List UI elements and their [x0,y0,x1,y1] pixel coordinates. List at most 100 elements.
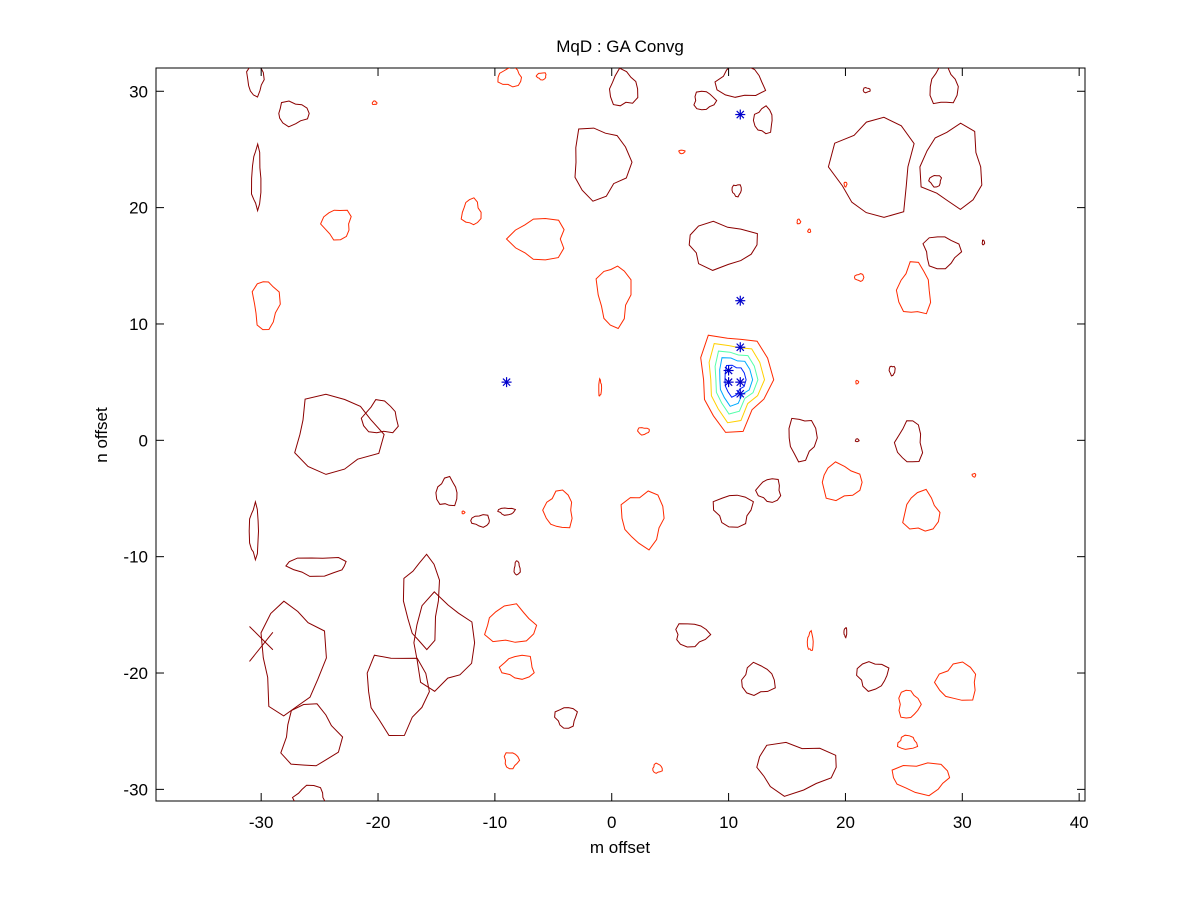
contour-line [755,478,782,503]
x-tick-label: 10 [719,813,738,832]
data-point-marker [735,388,746,399]
y-tick-label: 10 [129,315,148,334]
data-point-marker [501,377,512,388]
contour-lines [246,68,986,801]
contour-line [484,603,538,643]
contour-line [497,68,523,88]
data-point-marker [735,295,746,306]
contour-line [675,623,712,648]
x-tick-label: 40 [1070,813,1089,832]
contour-line [853,273,865,282]
x-axis-label: m offset [590,838,650,857]
contour-line [278,100,310,128]
peak-contour-line [714,350,759,415]
contour-line [893,420,924,463]
chart-title: MqD : GA Convg [556,37,684,56]
contour-line [320,209,352,241]
contour-line [688,220,758,271]
contour-line [678,149,686,155]
contour-line [294,393,385,475]
contour-line [285,556,347,577]
contour-line [371,100,378,106]
data-point-marker [723,377,734,388]
contour-line [856,661,890,692]
contour-line [888,365,896,377]
contour-line [249,631,274,662]
contour-line [503,752,521,770]
contour-line [756,741,837,797]
contour-line [933,661,977,701]
contour-line [891,762,951,797]
contour-line [898,689,922,719]
contour-line [250,142,262,213]
contour-line [741,661,776,697]
contour-line [896,734,919,750]
contour-line [542,489,573,529]
y-tick-label: 30 [129,82,148,101]
x-tick-label: -30 [249,813,274,832]
contour-line [435,475,458,507]
y-tick-label: -20 [123,664,148,683]
y-axis-label: n offset [92,407,111,463]
contour-line [752,105,773,135]
contour-line [608,68,639,107]
contour-line [788,417,818,463]
contour-line [497,507,517,516]
contour-line [620,490,665,551]
y-tick-label: -30 [123,780,148,799]
contour-line [402,553,441,651]
x-tick-label: -20 [366,813,391,832]
contour-line [796,218,802,225]
contour-line [807,228,812,233]
y-tick-labels: -30 -20 -10 0 10 20 30 [123,82,148,799]
contour-line [246,68,265,98]
contour-line [714,68,767,98]
contour-line [554,707,578,729]
contour-line [919,122,983,211]
contour-line [862,86,871,94]
data-point-marker [723,365,734,376]
contour-line [260,600,327,717]
axes-box [155,67,1086,802]
contour-line [731,184,742,198]
contour-line [637,427,650,436]
contour-line [922,236,963,270]
contour-line [470,514,490,528]
y-tick-label: 20 [129,199,148,218]
contour-line [366,654,430,737]
contour-line [895,261,932,315]
contour-line [574,127,633,202]
contour-line [981,239,986,246]
contour-line [461,510,466,515]
contour-line [928,174,943,188]
contour-line [595,265,632,330]
data-point-marker [735,377,746,388]
x-tick-label: -10 [483,813,508,832]
contour-line [854,438,860,443]
data-point-marker [735,342,746,353]
scatter-markers [501,109,746,399]
contour-line [505,217,565,261]
contour-line [291,784,326,801]
contour-line [806,629,814,652]
peak-contour-line [719,357,754,407]
axis-ticks [156,68,1085,801]
contour-line [712,494,754,528]
contour-line [971,472,977,478]
peak-contour-line [708,343,766,424]
x-tick-labels: -30 -20 -10 0 10 20 30 40 [249,813,1089,832]
contour-line [843,627,848,639]
contour-line [535,72,547,81]
y-tick-label: -10 [123,548,148,567]
contour-line [249,626,274,651]
contour-line [652,762,663,774]
contour-line [360,399,399,434]
x-tick-label: 30 [953,813,972,832]
plot-area [155,67,1086,802]
contour-line [693,90,718,111]
contour-line [413,591,476,692]
contour-line [929,68,959,105]
contour-line [843,181,848,188]
contour-line [251,281,281,331]
